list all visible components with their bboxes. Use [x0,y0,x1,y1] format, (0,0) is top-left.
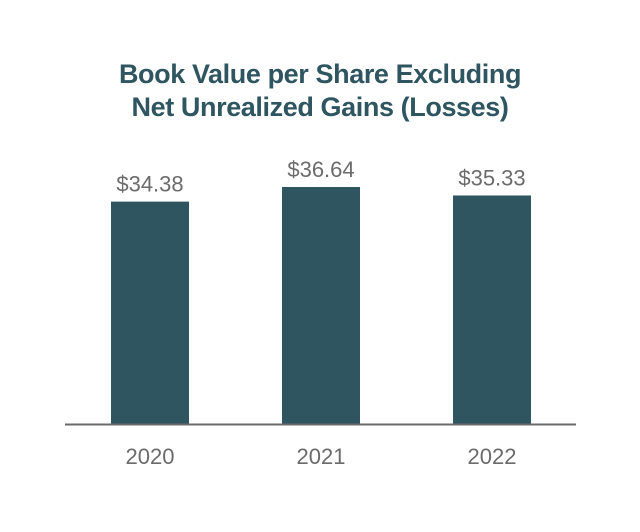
labels-group: $34.38 2020 $36.64 2021 $35.33 2022 [116,157,525,469]
bar-2020 [111,201,189,424]
chart-title: Book Value per Share Excluding Net Unrea… [0,58,640,124]
bar-2022 [453,195,531,424]
data-label-2022: $35.33 [458,165,525,190]
chart-title-line-2: Net Unrealized Gains (Losses) [131,92,509,122]
chart-title-line-1: Book Value per Share Excluding [118,59,522,89]
data-label-2021: $36.64 [287,157,354,182]
x-tick-label-2020: 2020 [126,444,175,469]
bars-group [111,187,531,424]
x-tick-label-2022: 2022 [468,444,517,469]
bar-2021 [282,187,360,424]
x-tick-label-2021: 2021 [297,444,346,469]
data-label-2020: $34.38 [116,172,183,197]
